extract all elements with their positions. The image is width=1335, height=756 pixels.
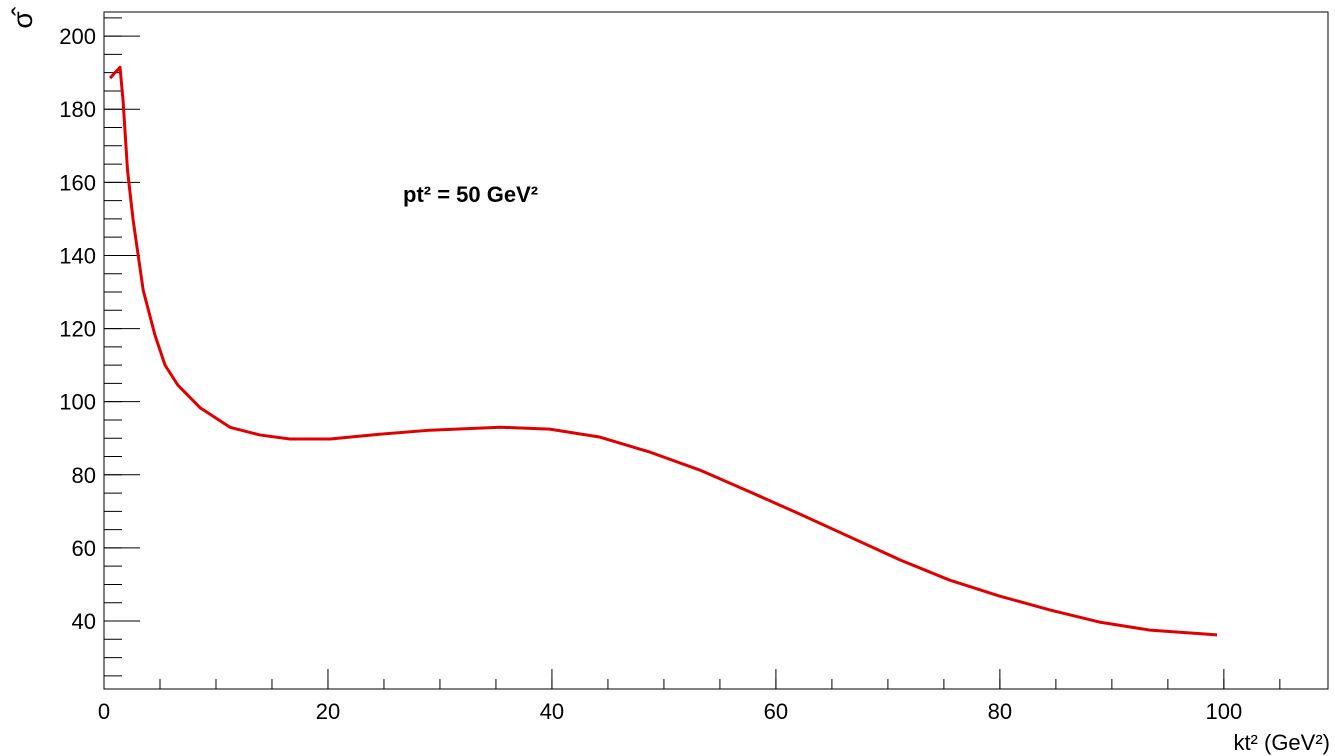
y-tick-label: 80 <box>72 463 96 488</box>
plot-frame <box>103 11 1329 690</box>
x-tick-label: 80 <box>988 699 1012 724</box>
y-tick-label: 60 <box>72 536 96 561</box>
annotation: pt² = 50 GeV² <box>403 182 538 207</box>
y-tick-label: 140 <box>59 243 96 268</box>
x-tick-label: 0 <box>98 699 110 724</box>
x-tick-label: 20 <box>316 699 340 724</box>
x-tick-label: 40 <box>540 699 564 724</box>
y-axis-title: σ̂ <box>7 6 38 28</box>
y-tick-label: 200 <box>59 24 96 49</box>
data-line <box>108 65 1218 637</box>
y-tick-label: 100 <box>59 390 96 415</box>
y-tick-label: 180 <box>59 97 96 122</box>
y-tick-label: 40 <box>72 609 96 634</box>
y-tick-label: 160 <box>59 170 96 195</box>
x-tick-label: 60 <box>764 699 788 724</box>
x-axis-title: kt² (GeV²) <box>1233 730 1330 755</box>
x-tick-label: 100 <box>1205 699 1242 724</box>
y-tick-label: 120 <box>59 317 96 342</box>
